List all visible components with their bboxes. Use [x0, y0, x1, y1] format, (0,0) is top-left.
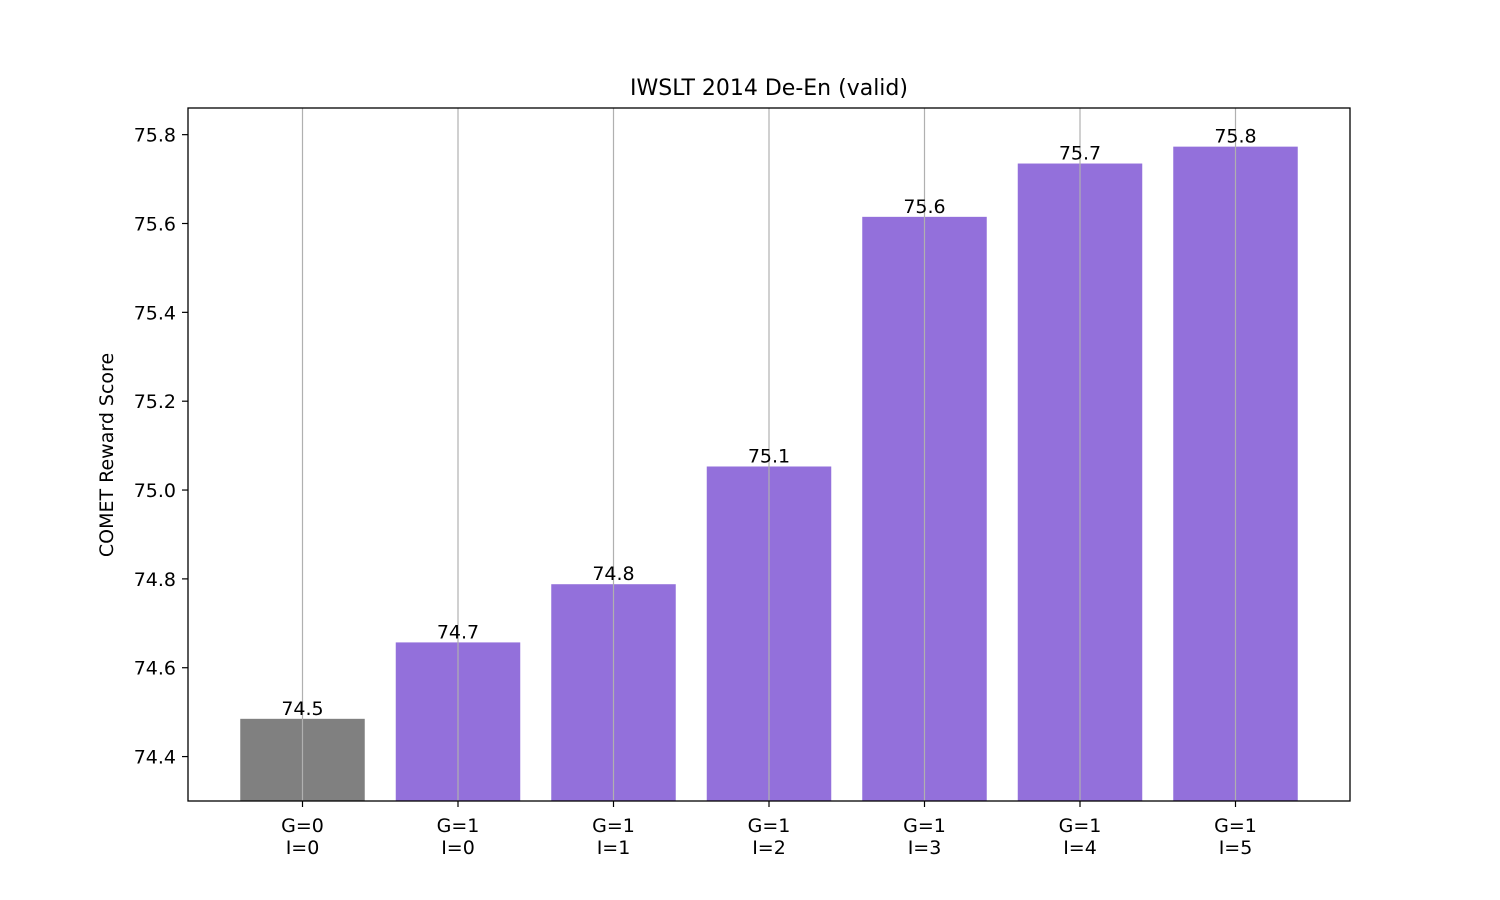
x-tick-label-line2: I=3: [908, 837, 942, 859]
x-tick-label-line1: G=1: [748, 815, 791, 837]
bar-value-label: 74.8: [592, 563, 634, 585]
x-tick-label-line2: I=1: [597, 837, 631, 859]
bar-value-label: 75.1: [748, 445, 790, 467]
x-tick-label-line1: G=1: [437, 815, 480, 837]
x-tick-label-line2: I=4: [1063, 837, 1097, 859]
bar-value-label: 74.5: [281, 698, 323, 720]
y-tick-label: 75.6: [134, 214, 176, 236]
x-tick-label-line1: G=1: [592, 815, 635, 837]
x-tick-label-line1: G=0: [281, 815, 324, 837]
bar-value-label: 75.7: [1059, 143, 1101, 165]
x-axis: G=0I=0G=1I=0G=1I=1G=1I=2G=1I=3G=1I=4G=1I…: [281, 801, 1257, 859]
x-tick-label-line2: I=0: [286, 837, 320, 859]
y-axis: 74.4 74.6 74.8 75.0 75.2 75.4 75.6 75.8: [134, 125, 188, 769]
y-tick-label: 74.4: [134, 747, 176, 769]
x-tick-label-line1: G=1: [1214, 815, 1257, 837]
bar-value-label: 74.7: [437, 621, 479, 643]
x-tick-label-line2: I=2: [752, 837, 786, 859]
chart-title: IWSLT 2014 De-En (valid): [630, 76, 908, 101]
bar-value-label: 75.8: [1214, 126, 1256, 148]
value-labels-layer: 74.5 74.7 74.8 75.1 75.6 75.7 75.8: [281, 126, 1256, 720]
x-tick-label-line2: I=0: [441, 837, 475, 859]
y-tick-label: 75.2: [134, 391, 176, 413]
x-tick-label-line2: I=5: [1219, 837, 1253, 859]
y-tick-label: 75.4: [134, 302, 176, 324]
grid-layer: [301, 108, 1237, 801]
x-tick-label-line1: G=1: [1059, 815, 1102, 837]
y-tick-label: 74.8: [134, 569, 176, 591]
y-tick-label: 75.8: [134, 125, 176, 147]
bar-value-label: 75.6: [903, 196, 945, 218]
x-tick-label-line1: G=1: [903, 815, 946, 837]
y-tick-label: 74.6: [134, 658, 176, 680]
y-axis-label: COMET Reward Score: [96, 353, 118, 557]
y-tick-label: 75.0: [134, 480, 176, 502]
